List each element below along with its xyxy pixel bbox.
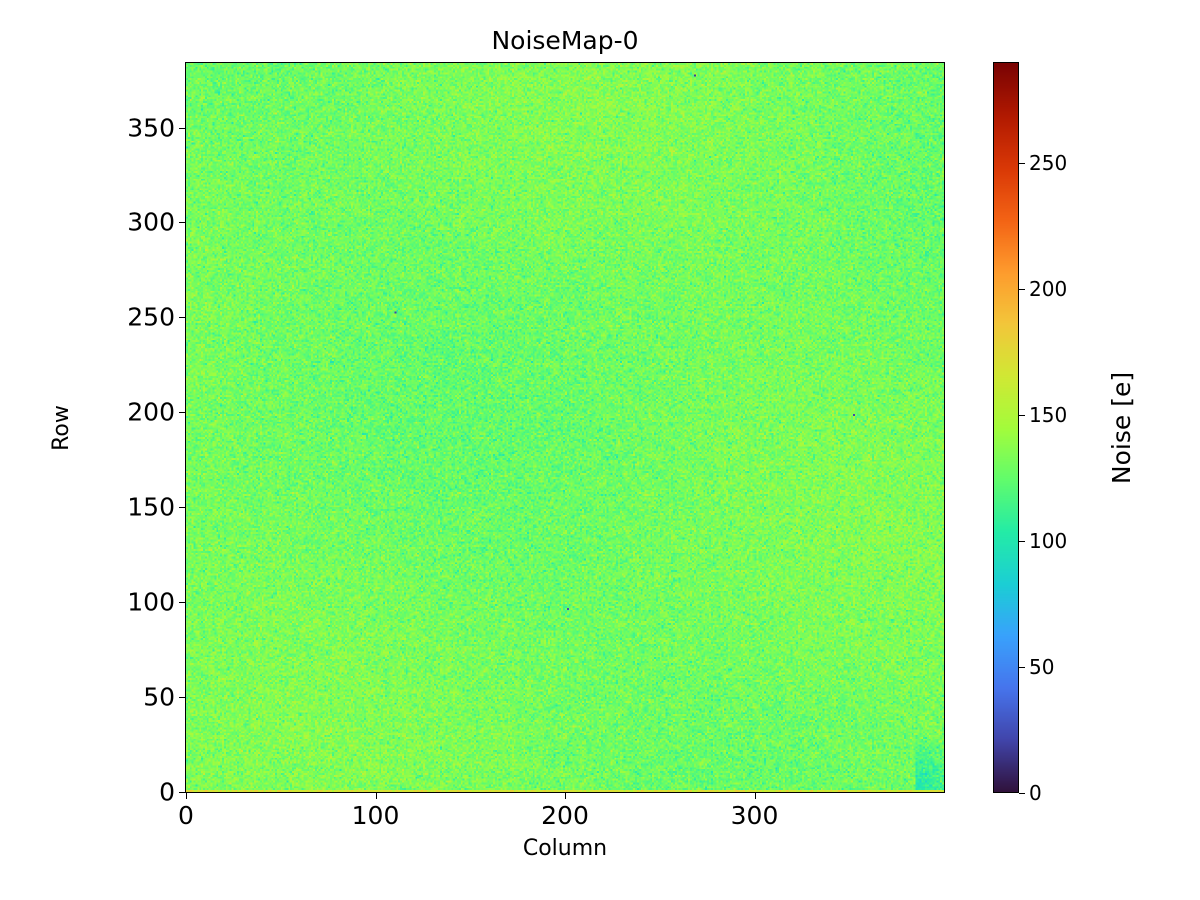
x-axis-label: Column [522, 836, 608, 861]
colorbar-tick-mark [1019, 288, 1025, 290]
colorbar-tick-mark [1019, 540, 1025, 542]
colorbar-tick-mark [1019, 666, 1025, 668]
x-tick-mark [186, 792, 187, 799]
colorbar-tick-label: 0 [1029, 781, 1042, 805]
colorbar-tick-label: 50 [1029, 654, 1055, 679]
colorbar-tick-label: 250 [1029, 150, 1068, 175]
colorbar-tick-mark [1019, 414, 1025, 416]
page-title: NoiseMap-0 [491, 26, 639, 55]
colorbar-tick-label: 200 [1029, 276, 1068, 301]
noise-heatmap-image [186, 63, 944, 792]
y-tick-mark [179, 317, 186, 319]
y-tick-mark [179, 792, 186, 793]
y-tick-label: 0 [159, 777, 175, 807]
y-tick-mark [179, 127, 186, 129]
colorbar-label: Noise [e] [1107, 371, 1136, 485]
colorbar: 0 50 100 150 200 250 [993, 62, 1067, 803]
y-tick-mark [179, 602, 186, 604]
colorbar-tick-mark [1019, 793, 1025, 794]
x-tick-label: 200 [541, 801, 589, 830]
x-tick-mark [375, 792, 377, 799]
y-tick-mark [179, 697, 186, 699]
y-tick-mark [179, 222, 186, 224]
y-tick-label: 250 [127, 302, 175, 332]
heatmap-axes: 0 50 100 150 200 250 300 350 0 100 200 300 [127, 62, 945, 828]
x-tick-label: 300 [730, 801, 779, 830]
y-tick-label: 100 [127, 587, 175, 617]
x-tick-label: 0 [178, 801, 194, 830]
y-tick-mark [179, 412, 186, 414]
colorbar-gradient [993, 62, 1019, 793]
y-tick-label: 300 [127, 207, 175, 237]
x-tick-mark [754, 792, 756, 799]
colorbar-tick-label: 100 [1029, 528, 1068, 553]
colorbar-tick-mark [1019, 162, 1025, 164]
y-tick-label: 350 [127, 113, 175, 143]
x-tick-label: 100 [351, 801, 400, 830]
y-tick-label: 50 [143, 682, 175, 712]
y-axis-label: Row [49, 405, 74, 451]
x-tick-mark [565, 792, 566, 799]
colorbar-tick-label: 150 [1029, 402, 1068, 427]
y-tick-label: 200 [127, 397, 175, 427]
y-tick-label: 150 [127, 492, 175, 522]
y-tick-mark [179, 507, 186, 509]
